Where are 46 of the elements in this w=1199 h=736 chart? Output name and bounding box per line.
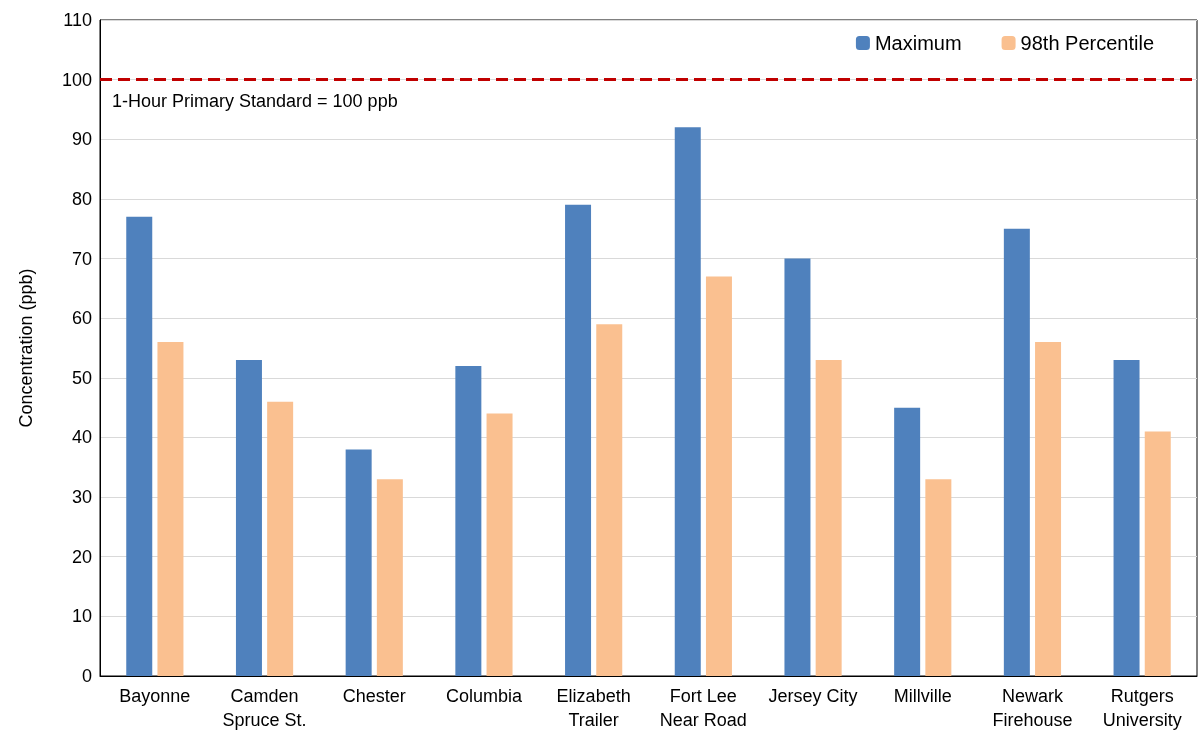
- y-tick-label: 20: [71, 546, 92, 567]
- y-tick-label: 0: [81, 666, 92, 686]
- x-tick-label: Rutgers University: [1102, 686, 1182, 730]
- bar: [925, 479, 952, 676]
- legend-label: 98th Percentile: [1020, 32, 1154, 54]
- bar: [1035, 342, 1062, 676]
- x-tick-label: Elizabeth Trailer: [556, 686, 631, 730]
- bar: [486, 413, 513, 676]
- bar: [1003, 228, 1030, 676]
- bar: [596, 324, 623, 676]
- bar: [815, 359, 842, 676]
- x-tick-label: Chester: [342, 686, 406, 706]
- y-tick-label: 60: [71, 308, 92, 329]
- bar: [126, 216, 153, 676]
- y-tick-label: 40: [71, 427, 92, 448]
- legend-label: Maximum: [874, 32, 962, 54]
- bar: [376, 479, 403, 676]
- y-axis-title: Concentration (ppb): [16, 268, 36, 428]
- x-tick-label: Columbia: [445, 686, 523, 706]
- y-tick-label: 50: [71, 367, 92, 388]
- x-tick-label: Millville: [893, 686, 952, 706]
- x-tick-label: Jersey City: [768, 686, 858, 706]
- y-tick-label: 80: [71, 188, 92, 209]
- bar: [674, 127, 701, 676]
- bar: [235, 359, 262, 676]
- x-tick-label: Camden Spruce St.: [222, 686, 307, 730]
- y-tick-label: 100: [61, 69, 92, 90]
- bar: [705, 276, 732, 676]
- ref-line-label: 1-Hour Primary Standard = 100 ppb: [112, 90, 398, 111]
- x-tick-label: Newark Firehouse: [992, 686, 1073, 730]
- y-tick-label: 90: [71, 129, 92, 150]
- x-tick-label: Bayonne: [119, 686, 191, 706]
- bar: [1113, 359, 1140, 676]
- bar: [565, 204, 592, 676]
- bar: [455, 365, 482, 676]
- bar: [345, 449, 372, 676]
- y-tick-label: 30: [71, 487, 92, 508]
- x-tick-label: Fort Lee Near Road: [659, 686, 747, 730]
- bar: [894, 407, 921, 676]
- y-tick-label: 70: [71, 248, 92, 269]
- bar: [157, 342, 184, 676]
- bar: [1144, 431, 1171, 676]
- y-tick-label: 10: [71, 606, 92, 627]
- bar: [267, 401, 294, 676]
- y-tick-label: 110: [63, 10, 92, 30]
- bar: [784, 258, 811, 676]
